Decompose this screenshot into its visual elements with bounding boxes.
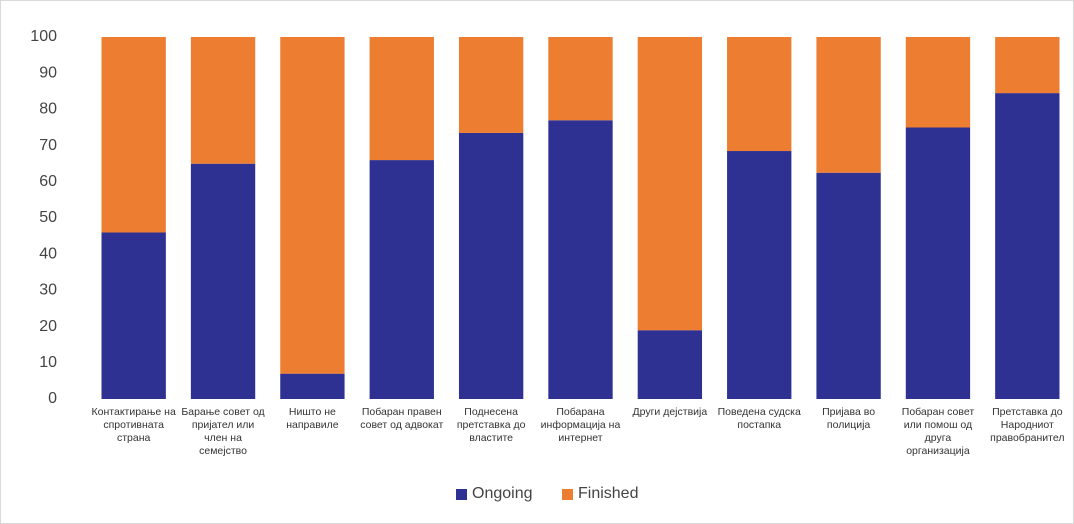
x-tick-label: Побарана информација на интернет — [540, 406, 621, 444]
legend-item: Ongoing — [456, 485, 533, 503]
bar-segment — [369, 37, 434, 161]
x-tick-label: Ништо не направиле — [286, 406, 339, 431]
bar-segment — [548, 120, 613, 399]
bar-segment — [816, 37, 881, 173]
bar-segment — [727, 37, 792, 152]
x-tick-label: Побаран совет или помош од друга организ… — [901, 406, 975, 457]
y-tick-label: 0 — [48, 390, 57, 407]
x-tick-label: Други дејствија — [632, 406, 708, 418]
bar-segment — [458, 37, 524, 133]
bar-segment — [458, 132, 524, 399]
bar-segment — [101, 232, 166, 399]
y-tick-label: 100 — [30, 28, 57, 45]
legend-item: Finished — [562, 485, 638, 503]
bar-segment — [548, 37, 613, 121]
x-tick-label: Поведена судска постапка — [717, 406, 801, 431]
bar-segment — [190, 163, 256, 399]
x-tick-label: Претставка до Народниот правобранител — [990, 406, 1065, 444]
y-tick-label: 30 — [39, 282, 57, 299]
y-tick-label: 70 — [39, 137, 57, 154]
y-tick-label: 20 — [39, 318, 57, 335]
bar-segment — [280, 373, 345, 399]
x-tick-label: Побаран правен совет од адвокат — [360, 406, 444, 431]
x-tick-label: Барање совет од пријател или член на сем… — [181, 406, 265, 457]
bar-segment — [905, 127, 971, 399]
bar-segment — [190, 37, 256, 164]
bar-segment — [816, 172, 881, 399]
x-tick-label: Пријава во полиција — [822, 406, 876, 431]
bar-segment — [637, 37, 703, 331]
bar-segment — [637, 330, 703, 399]
y-tick-label: 60 — [39, 173, 57, 190]
bar-segment — [995, 93, 1060, 400]
x-tick-label: Поднесена претставка до властите — [456, 406, 526, 444]
legend-label: Finished — [578, 485, 639, 502]
y-tick-label: 80 — [39, 101, 57, 118]
bar-segment — [727, 151, 792, 399]
y-tick-label: 90 — [39, 64, 57, 81]
bar-segment — [280, 37, 345, 374]
y-tick-label: 50 — [39, 209, 57, 226]
x-tick-label: Контактирање на спротивната страна — [91, 406, 176, 444]
legend-swatch — [562, 488, 573, 500]
legend-label: Ongoing — [472, 485, 533, 502]
bar-segment — [995, 37, 1060, 94]
bar-segment — [369, 160, 434, 399]
bar-segment — [905, 37, 971, 128]
y-tick-label: 10 — [39, 354, 57, 371]
legend-swatch — [456, 488, 467, 500]
y-tick-label: 40 — [39, 245, 57, 262]
bar-segment — [101, 37, 166, 233]
